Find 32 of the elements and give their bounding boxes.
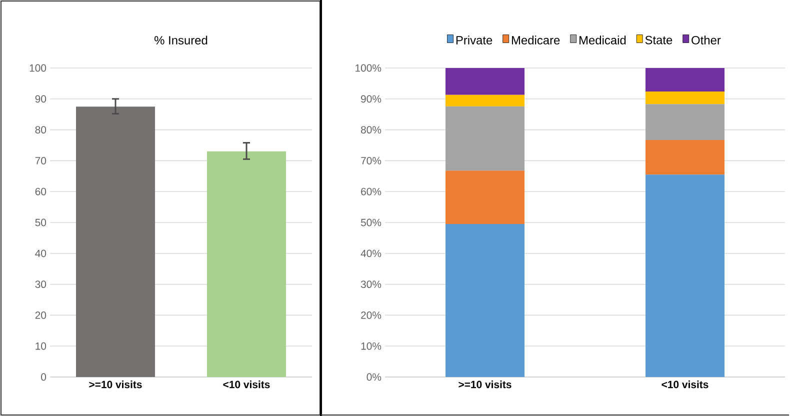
x-tick-label: >=10 visits [89, 380, 142, 388]
y-tick-label: 60% [361, 188, 382, 196]
legend-label: Private [456, 36, 492, 44]
legend-label: Medicare [512, 36, 560, 44]
y-tick-label: 80 [35, 126, 46, 134]
legend-label: State [645, 36, 672, 44]
y-tick-label: 50% [360, 218, 382, 226]
y-tick-label: 80% [361, 126, 382, 134]
y-tick-label: 40 [35, 250, 46, 258]
y-tick-label: 40% [360, 250, 382, 258]
y-tick-label: 70 [35, 157, 46, 164]
chart-title: % Insured [154, 36, 208, 44]
y-tick-label: 10% [361, 342, 382, 350]
y-tick-label: 20 [35, 312, 46, 319]
y-tick-label: 100% [356, 64, 382, 72]
legend-label: Other [692, 36, 721, 44]
y-tick-label: 20% [361, 312, 382, 319]
y-tick-label: 10 [36, 342, 46, 350]
y-tick-label: 0% [366, 373, 382, 381]
y-tick-label: 50 [35, 218, 46, 226]
y-tick-label: 30% [360, 280, 382, 288]
x-tick-label: >=10 visits [458, 380, 512, 388]
y-tick-label: 70% [361, 157, 382, 164]
x-tick-label: <10 visits [223, 380, 270, 388]
y-tick-label: 90% [361, 95, 382, 103]
x-tick-label: <10 visits [662, 380, 708, 388]
legend-label: Medicaid [580, 36, 626, 44]
y-tick-label: 60 [35, 188, 46, 196]
y-tick-label: 0 [41, 373, 46, 381]
y-tick-label: 100 [30, 64, 46, 72]
y-tick-label: 90 [35, 95, 46, 103]
y-tick-label: 30 [35, 280, 46, 288]
